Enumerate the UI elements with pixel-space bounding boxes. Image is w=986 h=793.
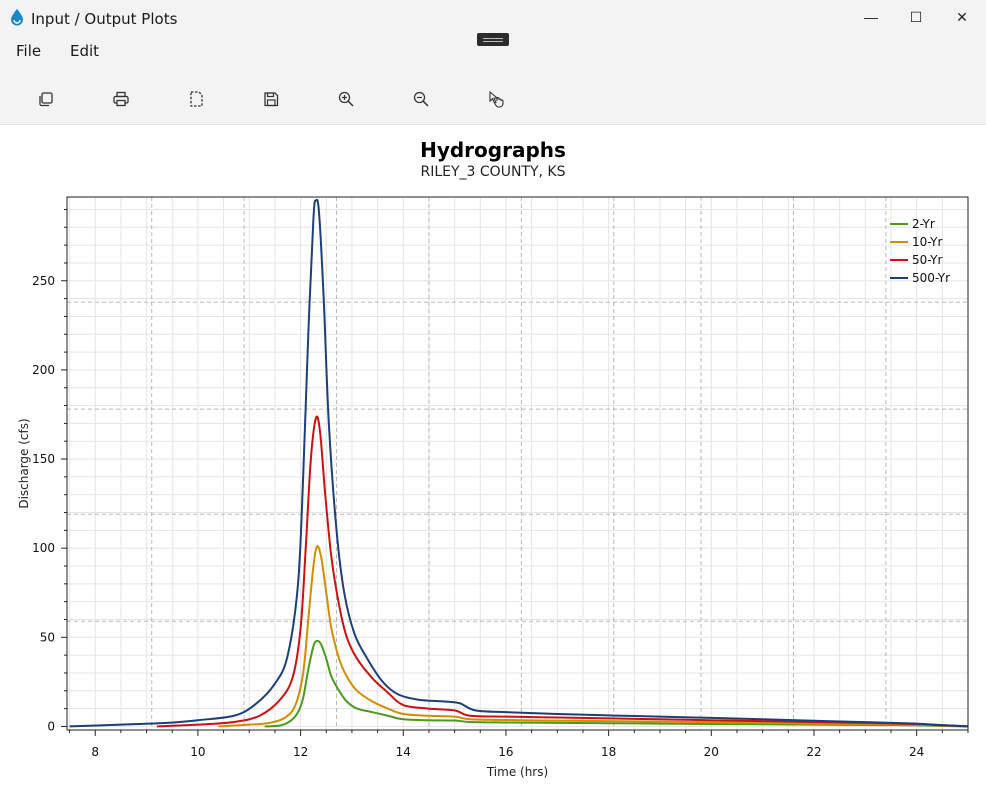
select-region-icon <box>190 91 203 107</box>
pointer-tool-button[interactable] <box>485 88 507 110</box>
major-grid <box>67 197 968 730</box>
minor-grid <box>67 197 969 730</box>
drag-handle[interactable] <box>477 33 509 46</box>
plot-frame <box>66 196 969 731</box>
zoom-out-button[interactable] <box>410 88 432 110</box>
title-bar[interactable]: Input / Output Plots — ☐ ✕ <box>0 0 986 36</box>
series-line-50-yr[interactable] <box>156 415 969 728</box>
x-tick-label: 8 <box>91 745 99 759</box>
x-tick-label: 24 <box>909 745 924 759</box>
y-tick-label: 200 <box>32 363 55 377</box>
y-tick-label: 150 <box>32 452 55 466</box>
x-tick-label: 16 <box>498 745 513 759</box>
series-line-2-yr[interactable] <box>264 639 969 728</box>
legend-entry: 500-Yr <box>912 271 950 285</box>
x-tick-label: 22 <box>806 745 821 759</box>
menu-edit[interactable]: Edit <box>70 42 100 60</box>
print-icon <box>113 91 129 107</box>
copy-icon <box>39 92 53 107</box>
menu-file[interactable]: File <box>16 42 42 60</box>
series-lines <box>69 198 969 728</box>
zoom-out-icon <box>413 91 429 107</box>
save-button[interactable] <box>260 88 282 110</box>
series-line-500-yr[interactable] <box>69 198 969 728</box>
close-button[interactable]: ✕ <box>939 0 985 34</box>
water-drop-icon <box>11 9 23 26</box>
y-tick-label: 100 <box>32 541 55 555</box>
y-tick-label: 0 <box>47 719 55 733</box>
series-line-10-yr[interactable] <box>218 545 969 728</box>
toolbar <box>0 66 986 125</box>
x-axis-label: Time (hrs) <box>486 765 548 779</box>
maximize-icon: ☐ <box>909 8 923 25</box>
y-tick-label: 250 <box>32 274 55 288</box>
zoom-in-button[interactable] <box>335 88 357 110</box>
legend-entry: 50-Yr <box>912 253 943 267</box>
y-tick-label: 50 <box>40 630 55 644</box>
maximize-button[interactable]: ☐ <box>893 0 939 34</box>
close-icon: ✕ <box>956 8 968 25</box>
legend: 2-Yr 10-Yr 50-Yr 500-Yr <box>890 217 950 285</box>
zoom-in-icon <box>338 91 354 107</box>
print-button[interactable] <box>110 88 132 110</box>
minimize-button[interactable]: — <box>848 0 894 34</box>
chart-subtitle: RILEY_3 COUNTY, KS <box>420 164 566 180</box>
x-tick-label: 12 <box>293 745 308 759</box>
x-tick-label: 10 <box>190 745 205 759</box>
save-icon <box>264 92 279 107</box>
axis-ticks: 8 10 12 14 16 18 20 22 24 0 50 100 150 200 250 <box>32 208 969 759</box>
legend-entry: 10-Yr <box>912 235 943 249</box>
y-axis-label: Discharge (cfs) <box>17 418 31 508</box>
window-title: Input / Output Plots <box>31 10 178 28</box>
x-tick-label: 14 <box>396 745 411 759</box>
x-tick-label: 18 <box>601 745 616 759</box>
pointer-hand-icon <box>489 90 504 108</box>
copy-button[interactable] <box>35 88 57 110</box>
legend-entry: 2-Yr <box>912 217 935 231</box>
x-tick-label: 20 <box>704 745 719 759</box>
minimize-icon: — <box>864 9 878 25</box>
chart-title: Hydrographs <box>420 138 566 162</box>
select-region-button[interactable] <box>185 88 207 110</box>
